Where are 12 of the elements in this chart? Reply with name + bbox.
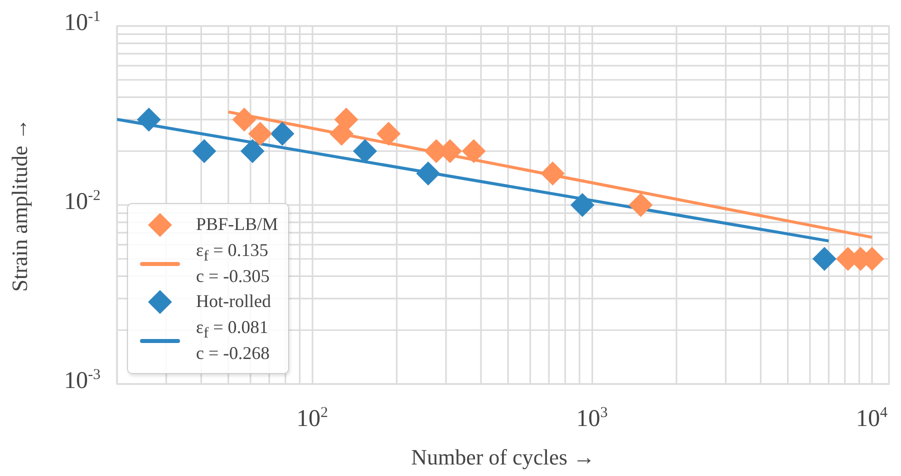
- legend-label: PBF-LB/M: [196, 214, 278, 236]
- legend-label: Hot-rolled: [196, 291, 271, 313]
- y-tick-label: 10$^{-1}$: [64, 8, 100, 36]
- y-tick-label: 10$^{-2}$: [64, 188, 100, 214]
- x-tick-label: 10$^{4}$: [856, 405, 888, 432]
- x-axis-title: Number of cycles →: [411, 444, 595, 470]
- y-tick-label: 10$^{-3}$: [64, 366, 100, 394]
- y-axis-title: Strain amplitude →: [6, 118, 32, 292]
- legend-label: ε$_{f}$ = 0.135 c = -0.305: [196, 240, 270, 288]
- x-tick-label: 10$^{2}$: [296, 405, 328, 432]
- x-tick-label: 10$^{3}$: [576, 405, 608, 432]
- legend-label: ε$_{f}$ = 0.081 c = -0.268: [196, 317, 270, 364]
